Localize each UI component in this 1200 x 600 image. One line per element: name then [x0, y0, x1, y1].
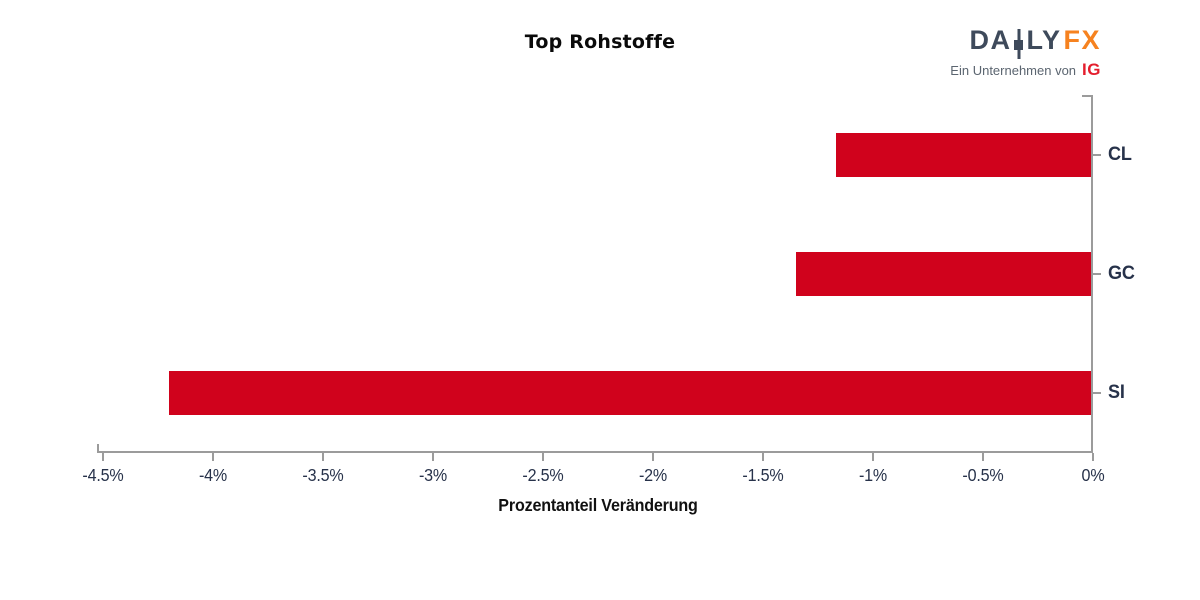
category-label-cl: CL — [1108, 143, 1132, 165]
x-tick-mark — [432, 453, 434, 461]
plot-area: Prozentanteil Veränderung -4.5% -4% -3.5% -… — [82, 95, 1135, 515]
logo-text-da: DA — [969, 25, 1012, 55]
x-tick-label: -3% — [418, 465, 448, 485]
x-tick-label: -4.5% — [82, 465, 124, 485]
x-tick-mark — [1092, 453, 1094, 461]
x-tick-mark — [212, 453, 214, 461]
chart-title: Top Rohstoffe — [524, 31, 676, 53]
candlestick-icon — [1014, 29, 1024, 59]
category-tick-mark — [1093, 273, 1101, 275]
logo-text-fx: FX — [1063, 25, 1101, 55]
tagline-text: Ein Unternehmen von — [950, 62, 1077, 78]
value-axis-line — [97, 451, 1093, 453]
x-tick-label: -1% — [858, 465, 888, 485]
bar-gc — [796, 252, 1093, 296]
x-tick-mark — [982, 453, 984, 461]
bar-si — [169, 371, 1093, 416]
x-tick-label: -0.5% — [962, 465, 1004, 485]
x-tick-label: -2.5% — [522, 465, 564, 485]
category-label-gc: GC — [1108, 263, 1135, 284]
x-tick-label: -2% — [638, 465, 668, 485]
x-tick-label: 0% — [1081, 465, 1105, 485]
x-tick-mark — [872, 453, 874, 461]
x-tick-mark — [652, 453, 654, 461]
x-tick-mark — [322, 453, 324, 461]
logo-tagline: Ein Unternehmen von IG — [950, 60, 1101, 80]
category-axis-line — [1091, 95, 1093, 453]
x-tick-mark — [762, 453, 764, 461]
x-tick-label: -3.5% — [302, 465, 344, 485]
x-tick-mark — [542, 453, 544, 461]
dailyfx-logo: DA LY FX Ein Unternehmen von IG — [950, 27, 1101, 80]
category-tick-mark — [1093, 153, 1101, 156]
dailyfx-wordmark: DA LY FX — [950, 25, 1101, 59]
axis-left-cap — [97, 444, 99, 451]
bar-cl — [835, 132, 1093, 177]
category-label-si: SI — [1108, 382, 1125, 404]
ig-logo: IG — [1082, 60, 1101, 79]
logo-text-ly: LY — [1026, 25, 1062, 55]
x-tick-label: -1.5% — [742, 465, 784, 485]
axis-top-cap — [1082, 95, 1091, 97]
x-axis-title: Prozentanteil Veränderung — [498, 495, 698, 515]
x-tick-label: -4% — [198, 465, 228, 485]
x-tick-mark — [102, 453, 104, 461]
category-tick-mark — [1093, 392, 1101, 395]
